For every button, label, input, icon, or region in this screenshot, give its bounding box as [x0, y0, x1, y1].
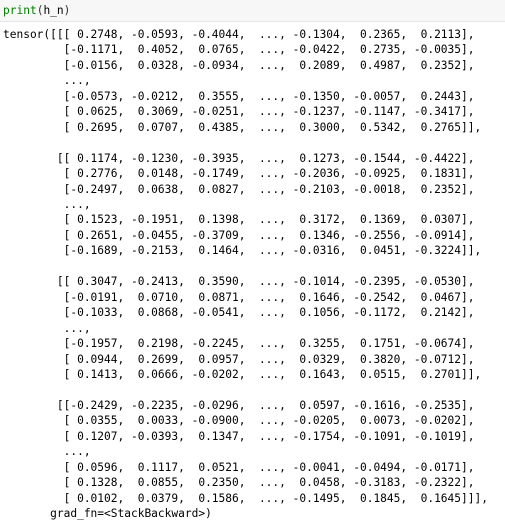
code-input[interactable]: print(h_n)	[0, 0, 505, 22]
code-argument: h_n	[43, 4, 64, 17]
code-close-paren: )	[63, 4, 71, 17]
code-function-name: print	[3, 4, 37, 17]
code-open-paren: (	[36, 4, 44, 17]
cell-output: tensor([[[ 0.2748, -0.0593, -0.4044, ...…	[3, 28, 488, 520]
